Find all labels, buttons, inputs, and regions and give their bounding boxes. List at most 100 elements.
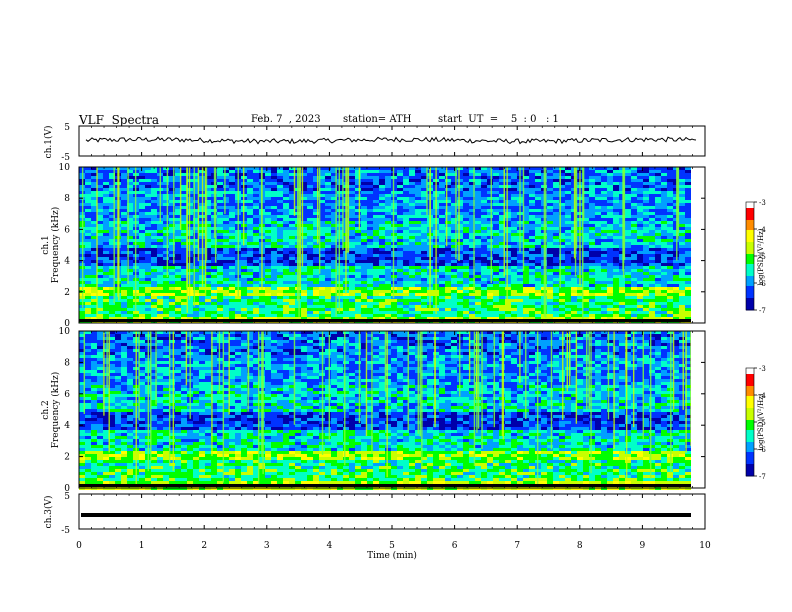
spectrogram-cell: [367, 173, 373, 176]
spectrogram-cell: [229, 236, 235, 239]
spectrogram-cell: [97, 254, 103, 257]
spectrogram-cell: [301, 209, 307, 212]
spectrogram-cell: [583, 275, 589, 278]
spectrogram-cell: [631, 287, 637, 290]
spectrogram-cell: [649, 206, 655, 209]
spectrogram-cell: [553, 206, 559, 209]
spectrogram-cell: [655, 197, 661, 200]
spectrogram-cell: [673, 281, 679, 284]
spectrogram-cell: [553, 299, 559, 302]
spectrogram-cell: [409, 299, 415, 302]
spectrogram-cell: [199, 308, 205, 311]
spectrogram-cell: [565, 239, 571, 242]
spectrogram-cell: [625, 296, 631, 299]
spectrogram-cell: [649, 233, 655, 236]
spectrogram-cell: [139, 200, 145, 203]
spectrogram-cell: [385, 254, 391, 257]
spectrogram-cell: [403, 191, 409, 194]
spectrogram-cell: [373, 215, 379, 218]
spectrogram-cell: [367, 194, 373, 197]
spectrogram-cell: [307, 227, 313, 230]
spectrogram-cell: [535, 182, 541, 185]
spectrogram-cell: [667, 182, 673, 185]
spectrogram-cell: [397, 245, 403, 248]
spectrogram-cell: [523, 203, 529, 206]
spectrogram-cell: [403, 239, 409, 242]
spectrogram-cell: [457, 275, 463, 278]
spectrogram-cell: [193, 227, 199, 230]
spectrogram-cell: [103, 224, 109, 227]
spectrogram-cell: [91, 194, 97, 197]
spectrogram-cell: [403, 269, 409, 272]
spectrogram-cell: [559, 278, 565, 281]
spectrogram-cell: [127, 200, 133, 203]
spectrogram-cell: [481, 206, 487, 209]
spectrogram-cell: [103, 302, 109, 305]
spectrogram-cell: [625, 212, 631, 215]
spectrogram-cell: [307, 254, 313, 257]
spectrogram-cell: [181, 293, 187, 296]
spectrogram-cell: [379, 287, 385, 290]
spectrogram-cell: [529, 263, 535, 266]
spectrogram-cell: [355, 194, 361, 197]
spectrogram-cell: [445, 257, 451, 260]
spectrogram-cell: [559, 224, 565, 227]
spectrogram-cell: [127, 275, 133, 278]
spectrogram-cell: [385, 197, 391, 200]
spectrogram-cell: [169, 260, 175, 263]
spectrogram-cell: [409, 170, 415, 173]
spectrogram-cell: [415, 257, 421, 260]
spectrogram-cell: [625, 230, 631, 233]
spectrogram-cell: [265, 236, 271, 239]
spectrogram-cell: [445, 209, 451, 212]
spectrogram-cell: [439, 182, 445, 185]
spectrogram-cell: [277, 218, 283, 221]
spectrogram-cell: [553, 284, 559, 287]
spectrogram-cell: [565, 293, 571, 296]
spectrogram-cell: [337, 293, 343, 296]
spectrogram-cell: [175, 230, 181, 233]
spectrogram-cell: [571, 272, 577, 275]
spectrogram-cell: [523, 278, 529, 281]
spectrogram-cell: [397, 203, 403, 206]
spectrogram-cell: [385, 206, 391, 209]
spectrogram-cell: [553, 170, 559, 173]
spectrogram-cell: [277, 224, 283, 227]
spectrogram-cell: [217, 269, 223, 272]
spectrogram-cell: [439, 173, 445, 176]
spectrogram-cell: [397, 176, 403, 179]
spectrogram-cell: [565, 263, 571, 266]
spectrogram-cell: [643, 239, 649, 242]
spectrogram-cell: [127, 185, 133, 188]
spectrogram-cell: [229, 197, 235, 200]
spectrogram-cell: [571, 290, 577, 293]
spectrogram-cell: [601, 275, 607, 278]
spectrogram-cell: [109, 278, 115, 281]
spectrogram-cell: [193, 278, 199, 281]
spectrogram-cell: [607, 272, 613, 275]
spectrogram-cell: [505, 224, 511, 227]
spectrogram-cell: [649, 212, 655, 215]
spectrogram-cell: [145, 206, 151, 209]
spectrogram-cell: [349, 299, 355, 302]
spectrogram-cell: [289, 191, 295, 194]
spectrogram-cell: [169, 269, 175, 272]
spectrogram-cell: [613, 299, 619, 302]
spectrogram-cell: [367, 272, 373, 275]
spectrogram-cell: [475, 242, 481, 245]
spectrogram-cell: [205, 197, 211, 200]
spectrogram-cell: [157, 308, 163, 311]
spectrogram-cell: [223, 227, 229, 230]
spectrogram-cell: [379, 299, 385, 302]
spectrogram-cell: [385, 233, 391, 236]
spectrogram-cell: [601, 254, 607, 257]
spectrogram-cell: [271, 275, 277, 278]
spectrogram-cell: [529, 179, 535, 182]
spectrogram-cell: [421, 275, 427, 278]
spectrogram-cell: [421, 209, 427, 212]
spectrogram-cell: [349, 233, 355, 236]
spectrogram-cell: [241, 260, 247, 263]
spectrogram-cell: [139, 293, 145, 296]
spectrogram-cell: [349, 302, 355, 305]
spectrogram-cell: [145, 296, 151, 299]
